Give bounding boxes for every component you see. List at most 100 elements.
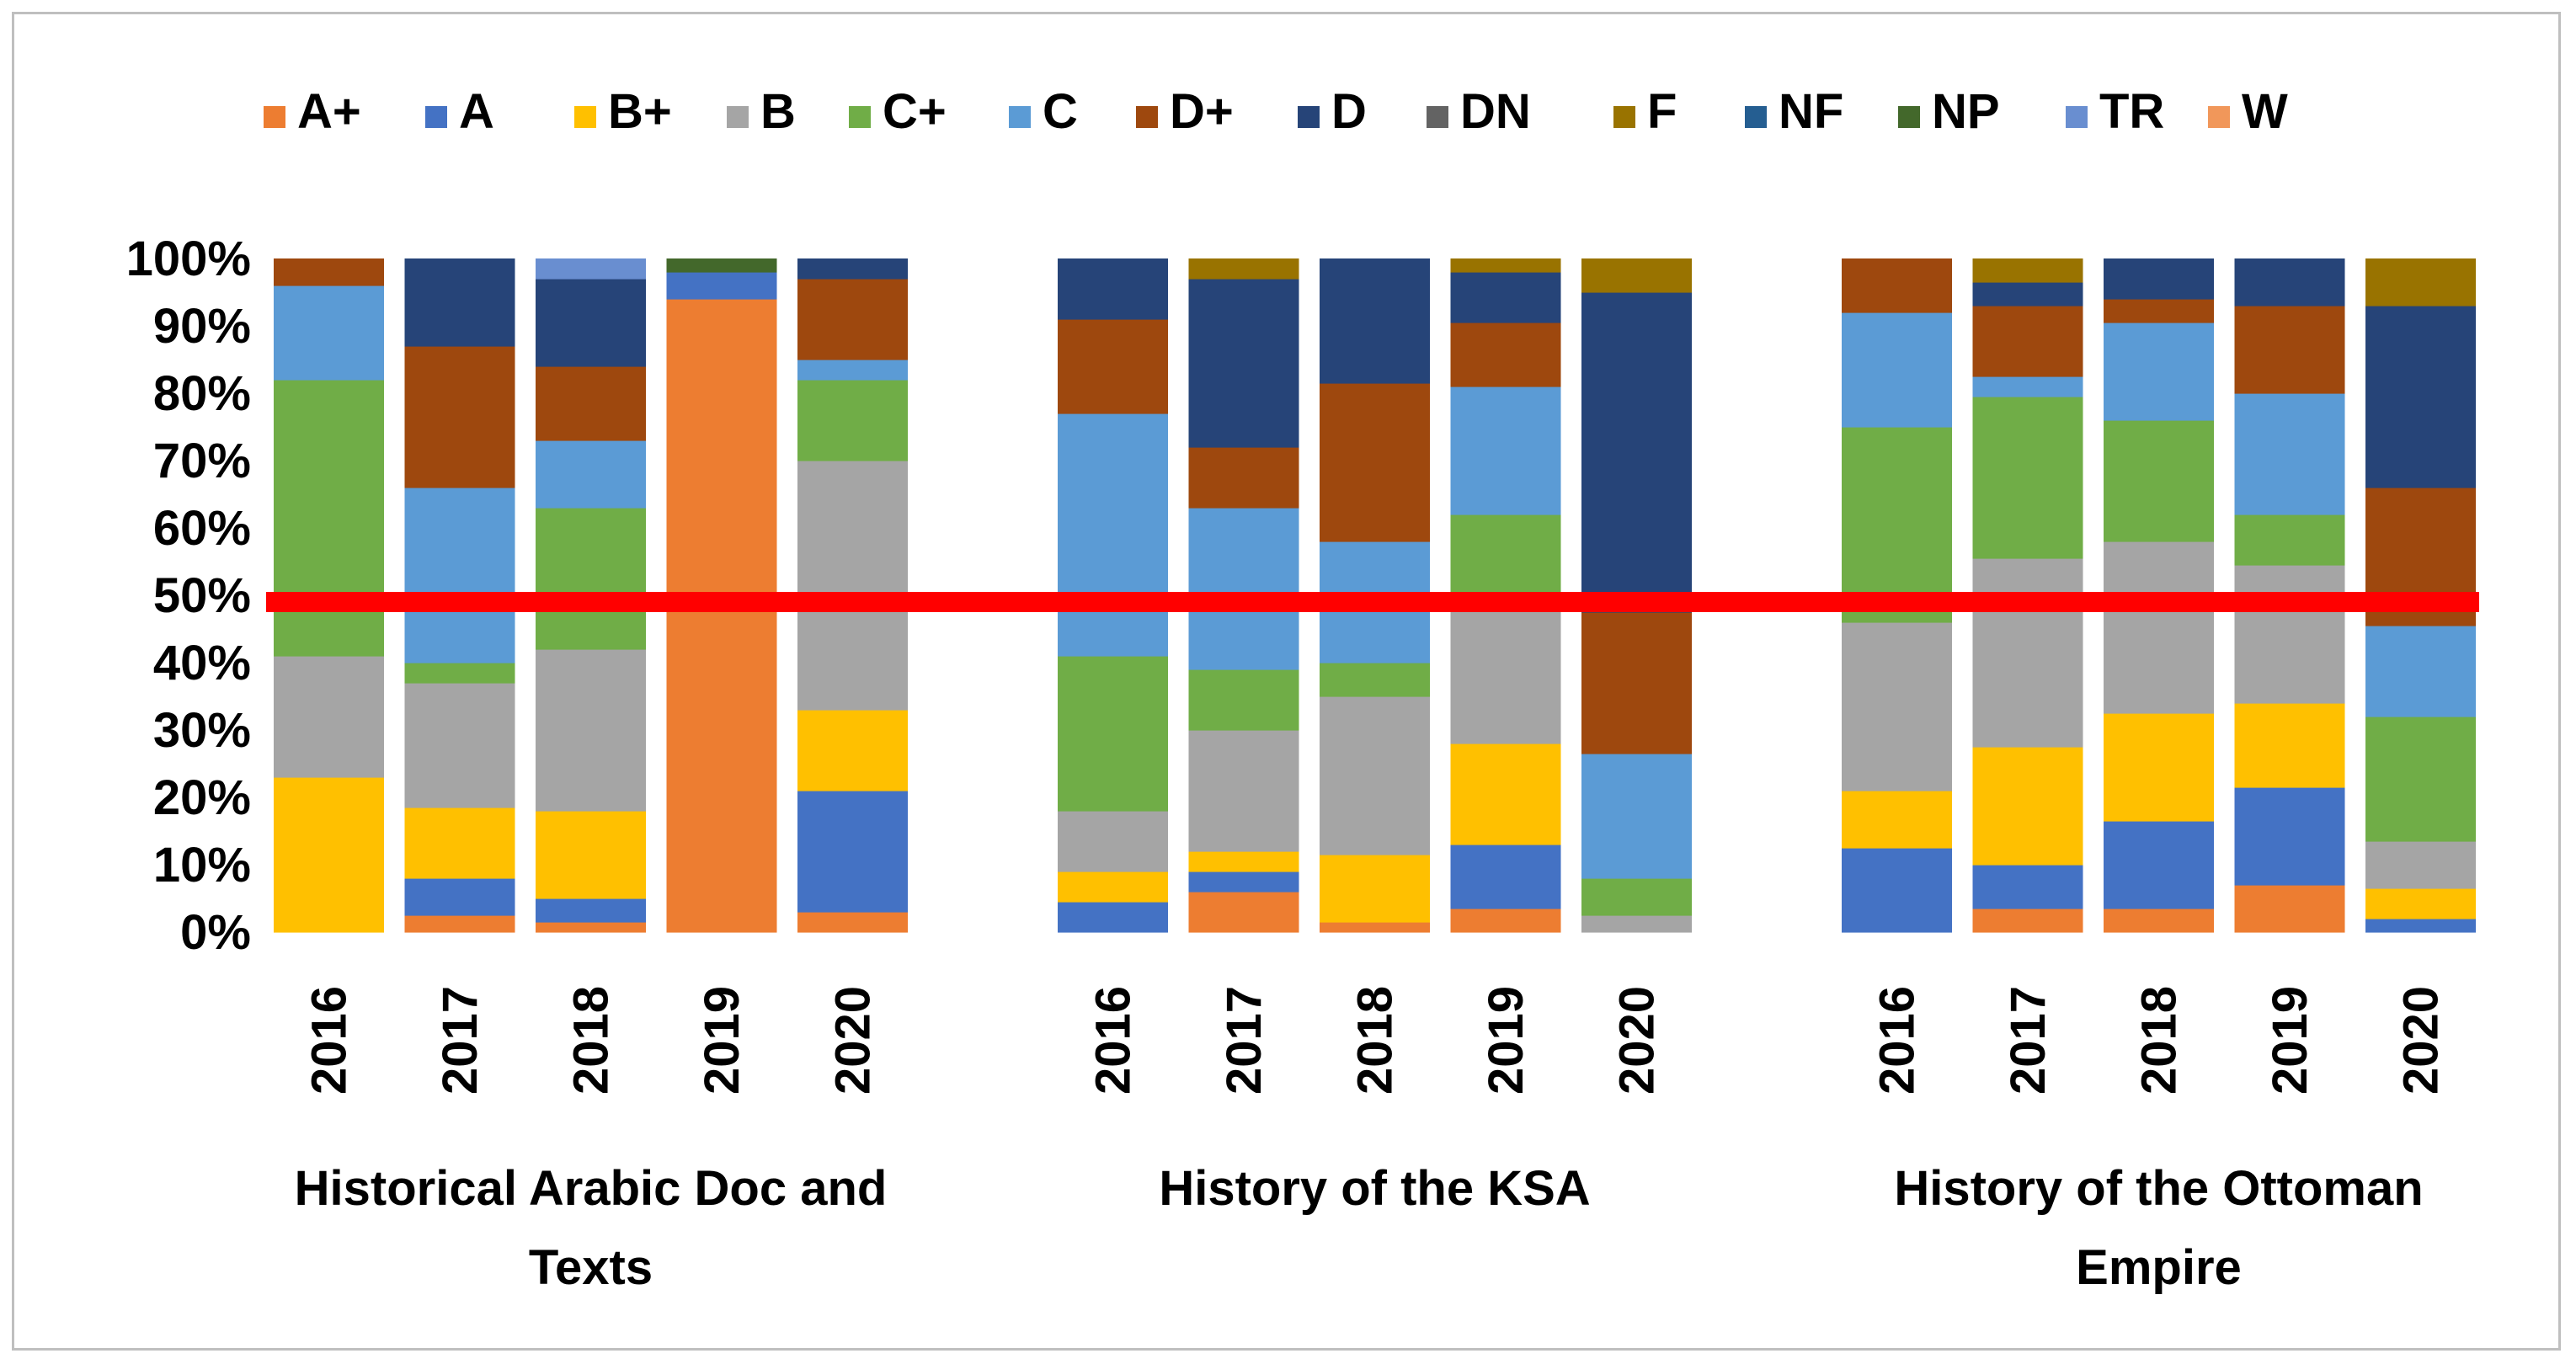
x-tick-label: 2016 xyxy=(302,986,357,1095)
x-tick-label: 2020 xyxy=(826,986,881,1095)
y-tick-label: 80% xyxy=(153,366,251,421)
bar-segment-b-plus xyxy=(536,811,646,899)
bar-segment-a-plus xyxy=(666,299,777,933)
bar-history-of-the-ksa-2017 xyxy=(1188,258,1299,933)
bar-segment-a xyxy=(2234,787,2345,886)
y-axis: 0% 10% 20% 30% 40% 50% 60% 70% 80% 90% 100% xyxy=(126,232,251,960)
bar-segment-a xyxy=(1188,871,1299,892)
bar-segment-c-plus xyxy=(404,663,515,684)
bar-historical-arabic-doc-and-texts-2019 xyxy=(666,258,777,933)
x-tick-label: 2018 xyxy=(564,986,619,1095)
bar-segment-b xyxy=(1058,811,1168,872)
legend-swatch-tr xyxy=(2066,106,2088,128)
bar-segment-a xyxy=(1450,845,1561,909)
bar-segment-d-plus xyxy=(1058,319,1168,414)
bar-segment-d xyxy=(2104,258,2214,300)
bar-segment-c xyxy=(1842,312,1952,428)
bar-segment-d xyxy=(1320,258,1430,384)
bar-segment-a-plus xyxy=(536,922,646,933)
group-label: Empire xyxy=(2076,1240,2242,1295)
bar-segment-tr xyxy=(536,258,646,280)
bar-segment-d xyxy=(1058,258,1168,320)
y-tick-label: 100% xyxy=(126,232,251,286)
x-tick-label: 2016 xyxy=(1870,986,1925,1095)
bar-segment-c xyxy=(1058,413,1168,657)
legend: A+ A B+ B C+ C D+ D DN F NF NP TR W xyxy=(264,84,2288,139)
bar-segment-c-plus xyxy=(797,380,908,461)
bar-segment-a xyxy=(536,898,646,923)
bar-segment-d-plus xyxy=(404,346,515,488)
bar-segment-f xyxy=(1581,258,1692,293)
x-axis: 2016 2017 2018 2019 2020 Historical Arabic Do… xyxy=(295,986,2449,1295)
x-tick-label: 2017 xyxy=(433,986,488,1095)
legend-swatch-w xyxy=(2208,106,2230,128)
legend-swatch-a-plus xyxy=(264,106,285,128)
y-tick-label: 90% xyxy=(153,299,251,354)
x-tick-label: 2018 xyxy=(1348,986,1403,1095)
bar-segment-d-plus xyxy=(1842,258,1952,313)
y-tick-label: 10% xyxy=(153,838,251,892)
bar-segment-a xyxy=(1842,848,1952,933)
bar-segment-c xyxy=(2234,393,2345,515)
legend-swatch-c xyxy=(1009,106,1031,128)
bar-segment-a-plus xyxy=(1450,908,1561,933)
bar-segment-d xyxy=(2365,306,2476,488)
bar-segment-b xyxy=(404,683,515,808)
bar-segment-b-plus xyxy=(1450,743,1561,845)
x-tick-label: 2019 xyxy=(695,986,749,1095)
legend-swatch-dn xyxy=(1427,106,1448,128)
legend-label-dn: DN xyxy=(1460,84,1531,139)
x-tick-label: 2016 xyxy=(1086,986,1141,1095)
x-tick-label: 2020 xyxy=(1610,986,1665,1095)
legend-label-d-plus: D+ xyxy=(1170,84,1234,139)
legend-label-b: B xyxy=(760,84,796,139)
bar-segment-b xyxy=(797,461,908,711)
bar-segment-a-plus xyxy=(1188,892,1299,933)
bar-segment-c xyxy=(797,360,908,381)
group-label: History of the Ottoman xyxy=(1894,1161,2423,1216)
bar-segment-f xyxy=(1450,258,1561,273)
bar-segment-d-plus xyxy=(1972,306,2083,377)
y-tick-label: 60% xyxy=(153,501,251,556)
legend-label-c-plus: C+ xyxy=(883,84,947,139)
bar-segment-b xyxy=(1972,558,2083,748)
bar-segment-a-plus xyxy=(797,912,908,933)
y-tick-label: 50% xyxy=(153,568,251,623)
bar-segment-b xyxy=(1450,609,1561,744)
bar-history-of-the-ksa-2016 xyxy=(1058,258,1168,933)
x-tick-label: 2017 xyxy=(2001,986,2056,1095)
bar-segment-c-plus xyxy=(1581,878,1692,916)
bar-segment-c-plus xyxy=(1188,669,1299,731)
bar-historical-arabic-doc-and-texts-2020 xyxy=(797,258,908,933)
bar-segment-c xyxy=(536,440,646,509)
bar-historical-arabic-doc-and-texts-2017 xyxy=(404,258,515,933)
legend-label-nf: NF xyxy=(1779,84,1843,139)
x-tick-label: 2019 xyxy=(1479,986,1533,1095)
legend-swatch-np xyxy=(1898,106,1920,128)
legend-label-a: A xyxy=(459,84,494,139)
bar-segment-a xyxy=(1972,865,2083,909)
bar-segment-b-plus xyxy=(1972,747,2083,866)
bar-segment-a-plus xyxy=(404,915,515,933)
bar-segment-b xyxy=(1320,696,1430,855)
legend-swatch-f xyxy=(1613,106,1635,128)
bar-segment-c-plus xyxy=(1842,427,1952,623)
bar-segment-c-plus xyxy=(536,508,646,650)
bar-segment-d-plus xyxy=(274,258,384,286)
bar-segment-c-plus xyxy=(1320,663,1430,697)
bar-segment-b xyxy=(274,656,384,778)
bars xyxy=(274,258,2476,933)
bar-segment-b-plus xyxy=(2104,713,2214,822)
bar-segment-d xyxy=(797,258,908,280)
bar-history-of-the-ksa-2018 xyxy=(1320,258,1430,933)
bar-segment-c-plus xyxy=(2234,514,2345,566)
bar-segment-d-plus xyxy=(2104,299,2214,323)
bar-segment-b xyxy=(1188,730,1299,852)
bar-segment-a-plus xyxy=(1972,908,2083,933)
legend-label-tr: TR xyxy=(2099,84,2164,139)
legend-swatch-b xyxy=(727,106,749,128)
legend-swatch-c-plus xyxy=(849,106,871,128)
bar-segment-c xyxy=(274,285,384,381)
legend-label-w: W xyxy=(2242,84,2288,139)
